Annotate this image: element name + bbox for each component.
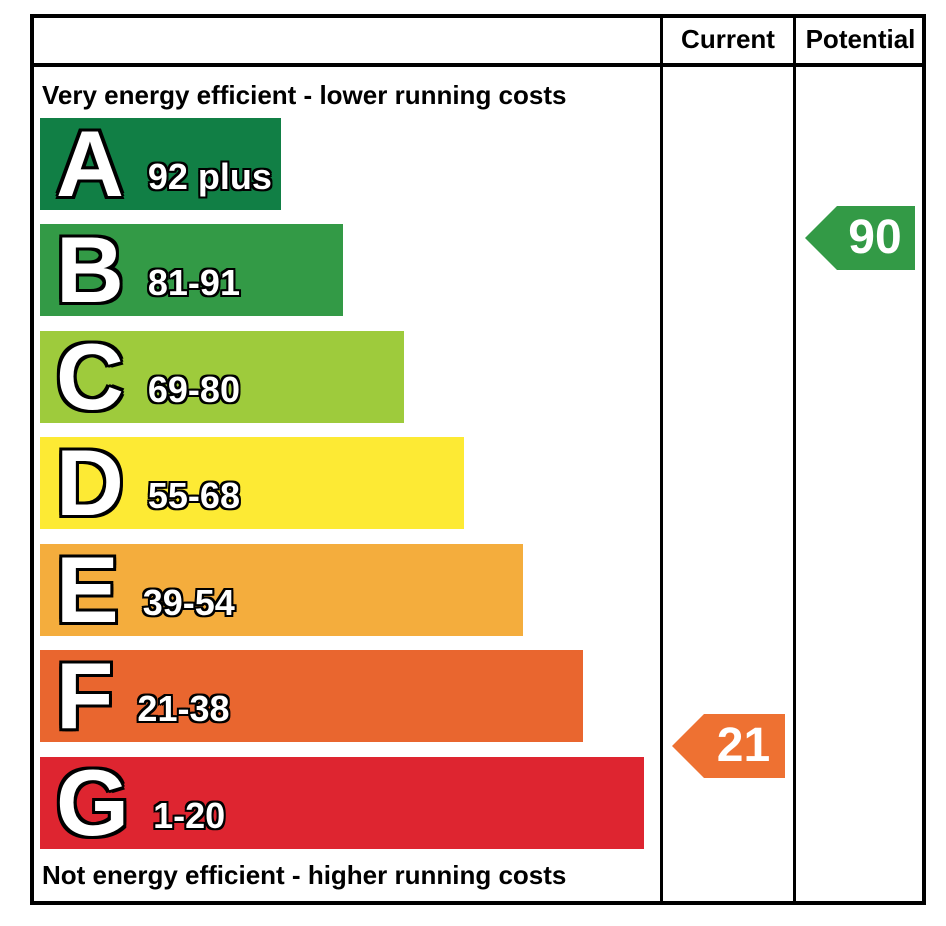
band-b: B 81-91: [40, 217, 343, 322]
band-e-range: 39-54: [142, 582, 235, 623]
band-a: A 92 plus: [40, 111, 281, 216]
band-c-range: 69-80: [147, 369, 240, 410]
top-caption: Very energy efficient - lower running co…: [42, 80, 567, 110]
bottom-caption: Not energy efficient - higher running co…: [42, 860, 567, 890]
potential-column-header: Potential: [805, 24, 916, 54]
band-d: D 55-68: [40, 430, 464, 535]
header-separator-line: [30, 63, 926, 67]
band-e: E 39-54: [40, 537, 523, 642]
band-b-range: 81-91: [147, 262, 240, 303]
current-column-divider: [660, 14, 663, 905]
band-f-letter: F: [56, 643, 114, 748]
band-g-range: 1-20: [153, 795, 226, 836]
band-b-letter: B: [56, 217, 124, 322]
current-rating-value: 21: [716, 719, 771, 772]
band-a-letter: A: [56, 111, 124, 216]
band-c-letter: C: [56, 324, 124, 429]
band-f-range: 21-38: [137, 688, 230, 729]
band-g-letter: G: [56, 750, 130, 855]
potential-column-divider: [793, 14, 796, 905]
current-column-header: Current: [681, 24, 775, 54]
band-e-letter: E: [56, 537, 119, 642]
band-d-letter: D: [56, 430, 124, 535]
band-g: G 1-20: [40, 750, 644, 855]
band-c: C 69-80: [40, 324, 404, 429]
band-a-range: 92 plus: [147, 156, 272, 197]
band-f: F 21-38: [40, 643, 583, 748]
table-outer-border: [30, 14, 926, 905]
potential-rating-value: 90: [848, 211, 902, 264]
band-d-range: 55-68: [147, 475, 240, 516]
potential-rating-arrow: 90: [805, 206, 915, 270]
